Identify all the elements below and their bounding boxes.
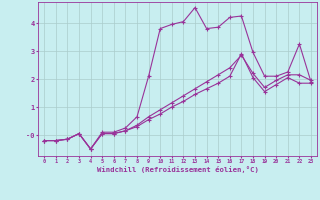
X-axis label: Windchill (Refroidissement éolien,°C): Windchill (Refroidissement éolien,°C) (97, 166, 259, 173)
